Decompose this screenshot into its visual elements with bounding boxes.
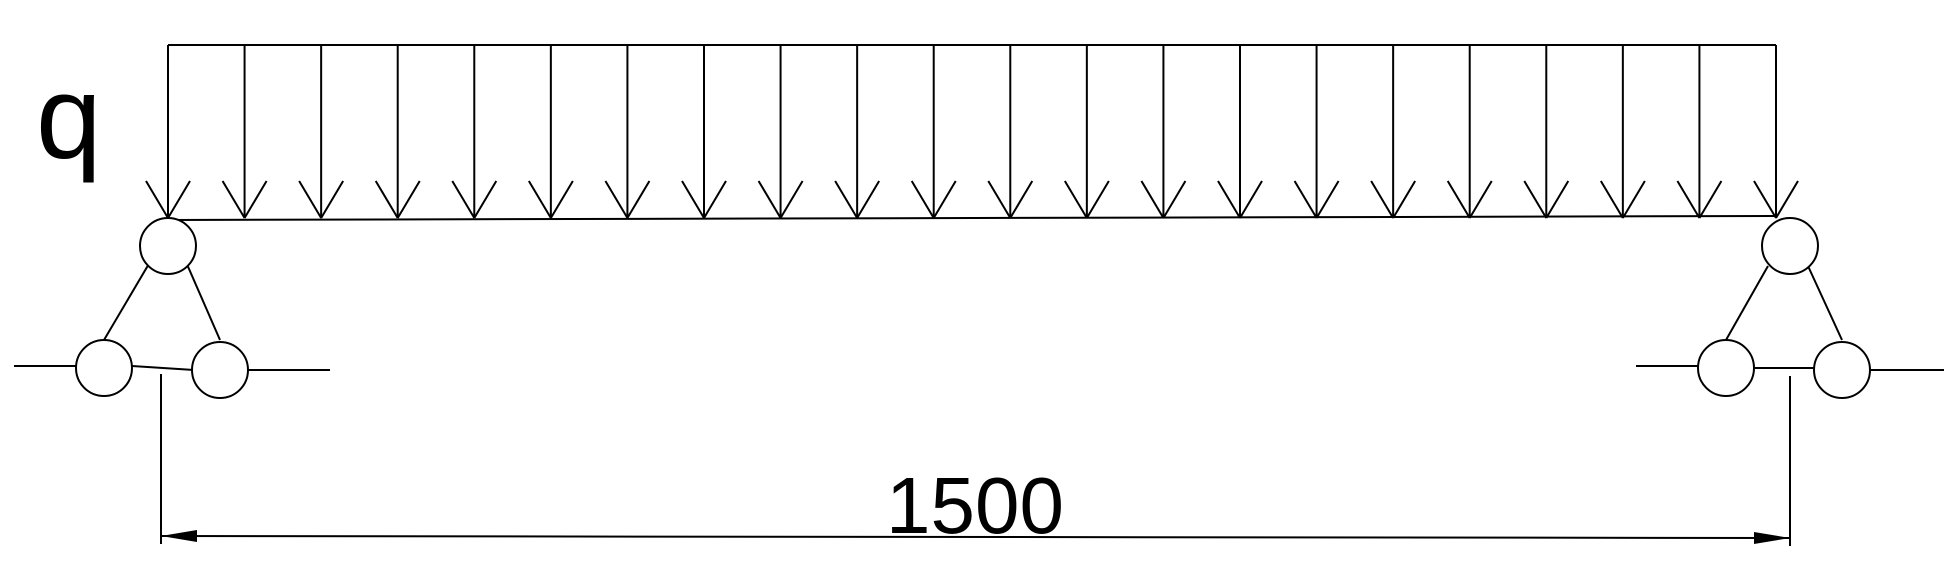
load-arrow bbox=[221, 45, 268, 219]
left-support-strut-right bbox=[185, 261, 221, 341]
load-arrow bbox=[604, 45, 651, 219]
left-support bbox=[14, 217, 330, 399]
load-arrows bbox=[145, 45, 1799, 219]
load-arrow bbox=[451, 45, 498, 219]
load-arrow bbox=[298, 45, 345, 219]
load-arrow bbox=[987, 45, 1034, 219]
load-arrow bbox=[834, 45, 881, 219]
load-arrow bbox=[1140, 45, 1187, 219]
left-support-strut-left bbox=[103, 261, 151, 341]
right-pin-joint bbox=[1761, 217, 1819, 275]
dimension-main-line bbox=[160, 535, 1791, 539]
load-arrow bbox=[1599, 45, 1646, 219]
beam-line bbox=[167, 215, 1777, 221]
load-arrow bbox=[1753, 45, 1799, 219]
right-roller-1 bbox=[1697, 339, 1755, 397]
load-arrow bbox=[1293, 45, 1340, 219]
left-roller-1 bbox=[75, 339, 133, 397]
left-roller-2 bbox=[191, 341, 249, 399]
load-arrow bbox=[910, 45, 957, 219]
load-arrow bbox=[757, 45, 804, 219]
dimension-line bbox=[160, 374, 1791, 546]
right-support-strut-left bbox=[1725, 265, 1769, 341]
distributed-load bbox=[145, 44, 1799, 219]
right-support bbox=[1636, 217, 1944, 399]
load-label: q bbox=[36, 52, 102, 184]
right-roller-2 bbox=[1813, 341, 1871, 399]
dimension-label: 1500 bbox=[886, 461, 1064, 550]
load-arrow bbox=[681, 45, 727, 219]
left-support-link bbox=[131, 365, 195, 371]
load-arrow bbox=[1370, 45, 1417, 219]
right-support-strut-right bbox=[1807, 265, 1843, 341]
load-arrow bbox=[1217, 45, 1263, 219]
load-arrow bbox=[527, 45, 574, 219]
load-arrow bbox=[1063, 45, 1110, 219]
load-arrow bbox=[374, 45, 421, 219]
load-arrow bbox=[1523, 45, 1570, 219]
dimension-arrowhead-right bbox=[1754, 532, 1790, 544]
load-arrow bbox=[145, 45, 191, 219]
load-arrow bbox=[1446, 45, 1493, 219]
dimension-arrowhead-left bbox=[161, 530, 197, 542]
load-arrow bbox=[1676, 45, 1723, 219]
left-pin-joint bbox=[139, 217, 197, 275]
